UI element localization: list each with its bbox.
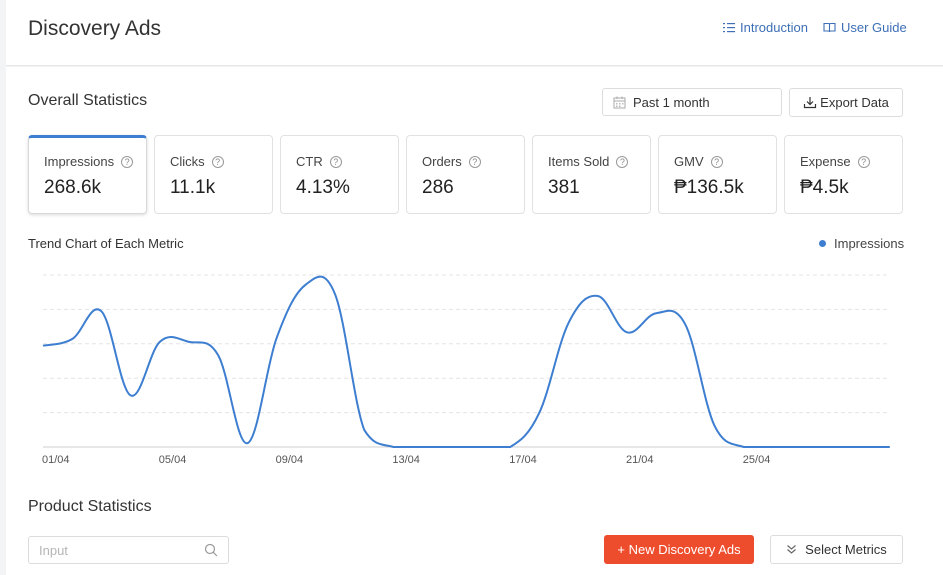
metric-value: 11.1k bbox=[170, 177, 216, 198]
x-tick-label: 05/04 bbox=[159, 454, 187, 466]
help-icon[interactable]: ? bbox=[857, 155, 870, 168]
search-input[interactable]: Input bbox=[28, 536, 229, 564]
metric-value: 286 bbox=[422, 177, 454, 198]
metric-value: 4.13% bbox=[296, 177, 350, 198]
metric-label: Impressions bbox=[44, 154, 115, 169]
new-discovery-ads-button[interactable]: + New Discovery Ads bbox=[604, 535, 754, 564]
calendar-icon bbox=[613, 96, 626, 108]
product-statistics-title: Product Statistics bbox=[28, 498, 152, 515]
metric-label: Items Sold bbox=[548, 154, 610, 169]
help-icon[interactable]: ? bbox=[710, 155, 723, 168]
book-icon bbox=[823, 22, 836, 33]
export-data-label: Export Data bbox=[820, 95, 889, 110]
metric-card-ctr[interactable]: CTR? 4.13% bbox=[280, 135, 399, 214]
user-guide-label: User Guide bbox=[841, 20, 907, 35]
metric-value: ₱4.5k bbox=[800, 177, 849, 198]
overall-statistics-title: Overall Statistics bbox=[28, 92, 148, 109]
x-tick-label: 01/04 bbox=[42, 454, 70, 466]
list-icon bbox=[723, 23, 735, 33]
series-line-impressions bbox=[42, 275, 890, 449]
help-icon[interactable]: ? bbox=[468, 155, 481, 168]
metric-card-expense[interactable]: Expense? ₱4.5k bbox=[784, 135, 903, 214]
metric-card-gmv[interactable]: GMV? ₱136.5k bbox=[658, 135, 777, 214]
metric-card-clicks[interactable]: Clicks? 11.1k bbox=[154, 135, 273, 214]
metric-label: GMV bbox=[674, 154, 704, 169]
page-title: Discovery Ads bbox=[28, 17, 162, 40]
metric-value: 381 bbox=[548, 177, 580, 198]
metric-label: CTR bbox=[296, 154, 323, 169]
search-icon[interactable] bbox=[204, 543, 218, 557]
select-metrics-button[interactable]: Select Metrics bbox=[770, 535, 903, 564]
metric-card-orders[interactable]: Orders? 286 bbox=[406, 135, 525, 214]
legend-dot-icon bbox=[819, 240, 826, 247]
metric-label: Orders bbox=[422, 154, 462, 169]
user-guide-link[interactable]: User Guide bbox=[823, 20, 907, 35]
help-icon[interactable]: ? bbox=[616, 155, 629, 168]
x-tick-label: 25/04 bbox=[743, 454, 771, 466]
help-icon[interactable]: ? bbox=[329, 155, 342, 168]
trend-chart-title: Trend Chart of Each Metric bbox=[28, 236, 184, 251]
statistics-card: Overall Statistics Past 1 month Export D… bbox=[6, 67, 943, 575]
x-tick-label: 17/04 bbox=[509, 454, 537, 466]
metric-value: ₱136.5k bbox=[674, 177, 744, 198]
trend-chart: 01/04 05/04 09/04 13/04 17/04 21/04 25/04 bbox=[42, 274, 890, 466]
search-placeholder: Input bbox=[39, 542, 68, 558]
x-tick-label: 21/04 bbox=[626, 454, 654, 466]
metric-label: Clicks bbox=[170, 154, 205, 169]
select-metrics-label: Select Metrics bbox=[805, 542, 887, 557]
date-range-picker[interactable]: Past 1 month bbox=[602, 88, 782, 116]
download-icon bbox=[804, 97, 817, 109]
date-range-value: Past 1 month bbox=[633, 94, 710, 110]
chart-legend[interactable]: Impressions bbox=[819, 236, 904, 251]
metric-card-impressions[interactable]: Impressions? 268.6k bbox=[28, 135, 147, 214]
help-icon[interactable]: ? bbox=[211, 155, 224, 168]
x-tick-label: 09/04 bbox=[276, 454, 304, 466]
page-header: Discovery Ads Introduction User Guide bbox=[6, 0, 943, 66]
metric-card-items-sold[interactable]: Items Sold? 381 bbox=[532, 135, 651, 214]
help-icon[interactable]: ? bbox=[121, 155, 134, 168]
export-data-button[interactable]: Export Data bbox=[789, 88, 903, 117]
introduction-link[interactable]: Introduction bbox=[723, 20, 808, 35]
x-tick-label: 13/04 bbox=[392, 454, 420, 466]
metric-value: 268.6k bbox=[44, 177, 102, 198]
introduction-label: Introduction bbox=[740, 20, 808, 35]
chevron-double-down-icon bbox=[787, 545, 797, 554]
metric-label: Expense bbox=[800, 154, 851, 169]
legend-label: Impressions bbox=[834, 236, 905, 251]
